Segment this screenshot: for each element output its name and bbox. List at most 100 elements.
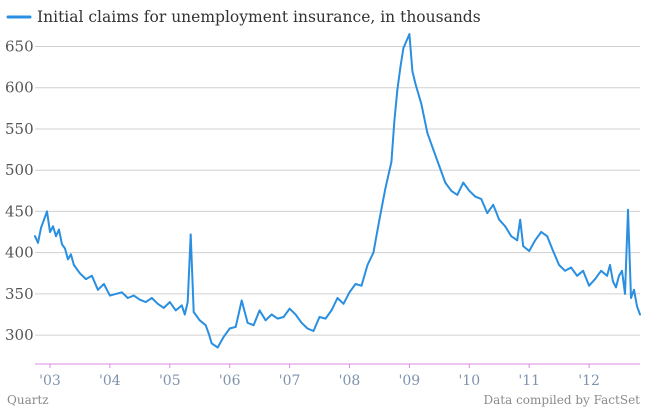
y-axis: 300 350 400 450 500 550 600 650 <box>5 37 34 344</box>
data-point <box>594 278 596 280</box>
data-point <box>138 298 141 301</box>
data-point <box>85 278 87 280</box>
data-point <box>480 198 483 201</box>
x-tick-label: '03 <box>39 373 61 389</box>
data-point <box>58 228 60 231</box>
data-point <box>79 272 81 275</box>
data-point <box>183 313 186 316</box>
x-tick-label: '11 <box>518 373 540 389</box>
data-point <box>378 218 381 221</box>
data-point <box>609 264 611 266</box>
data-point <box>612 280 614 283</box>
data-point <box>582 269 584 272</box>
data-point <box>618 274 620 277</box>
y-tick-label: 500 <box>5 161 34 179</box>
data-point <box>372 251 375 254</box>
data-point <box>186 301 189 303</box>
data-point <box>402 47 405 49</box>
data-point <box>109 294 111 297</box>
data-point <box>246 321 249 324</box>
data-point <box>456 194 459 196</box>
legend: Initial claims for unemployment insuranc… <box>6 8 481 26</box>
data-point <box>462 181 465 184</box>
data-point <box>510 235 513 238</box>
data-point <box>384 187 387 190</box>
data-point <box>228 327 231 330</box>
data-point <box>276 317 279 320</box>
x-tick-label: '07 <box>279 373 301 389</box>
series-layer <box>34 33 641 349</box>
data-point <box>336 297 339 299</box>
data-point <box>258 309 261 312</box>
data-point <box>156 302 159 305</box>
data-point <box>210 342 213 345</box>
y-tick-label: 350 <box>5 285 34 303</box>
data-point <box>73 264 75 266</box>
x-tick-label: '10 <box>458 373 480 389</box>
data-point <box>516 239 519 242</box>
data-point <box>588 284 590 287</box>
data-point <box>639 313 641 316</box>
data-point <box>474 195 477 198</box>
data-point <box>519 218 522 221</box>
data-point <box>546 235 549 238</box>
data-point <box>97 288 99 291</box>
data-point <box>558 264 560 266</box>
data-point <box>438 165 441 168</box>
data-point <box>570 266 572 269</box>
grid <box>35 45 640 336</box>
data-point <box>64 247 66 250</box>
data-point <box>444 181 447 184</box>
data-point <box>450 189 453 192</box>
data-point <box>498 218 501 221</box>
data-point <box>621 269 623 272</box>
data-point <box>294 313 297 316</box>
data-point <box>576 274 578 277</box>
data-point <box>408 33 411 35</box>
y-tick-label: 550 <box>5 120 34 138</box>
data-point <box>390 161 393 163</box>
data-point <box>534 239 537 242</box>
data-point <box>162 307 165 309</box>
data-point <box>198 319 201 322</box>
data-point <box>126 297 129 299</box>
data-point <box>633 288 635 291</box>
x-tick-label: '08 <box>339 373 361 389</box>
x-tick-label: '04 <box>99 373 121 389</box>
data-point <box>55 235 57 238</box>
data-point <box>627 208 629 211</box>
data-point <box>366 264 369 266</box>
data-point <box>252 324 255 327</box>
data-point <box>348 291 351 294</box>
data-point <box>540 231 543 233</box>
y-tick-label: 450 <box>5 202 34 220</box>
data-point <box>399 66 402 68</box>
data-point <box>40 227 42 229</box>
data-point <box>468 189 471 192</box>
data-point <box>411 70 414 73</box>
data-point <box>630 297 632 299</box>
data-point <box>282 316 285 318</box>
data-point <box>270 313 273 316</box>
data-point <box>240 299 243 302</box>
footer-source-left: Quartz <box>7 393 49 407</box>
data-point <box>600 269 602 272</box>
data-point <box>288 307 291 310</box>
data-point <box>354 283 357 285</box>
data-point <box>522 245 525 248</box>
data-point <box>150 297 153 299</box>
y-tick-label: 400 <box>5 244 34 262</box>
data-point <box>420 103 423 106</box>
data-point <box>306 327 309 330</box>
data-point <box>504 225 507 228</box>
y-tick-label: 650 <box>5 37 34 55</box>
x-tick-label: '06 <box>219 373 241 389</box>
data-point <box>189 233 192 236</box>
data-point <box>67 258 69 261</box>
data-point <box>606 274 608 277</box>
data-point <box>492 203 495 206</box>
data-point <box>61 243 63 246</box>
data-point <box>414 82 417 85</box>
data-point <box>37 241 39 244</box>
data-point <box>360 284 363 287</box>
